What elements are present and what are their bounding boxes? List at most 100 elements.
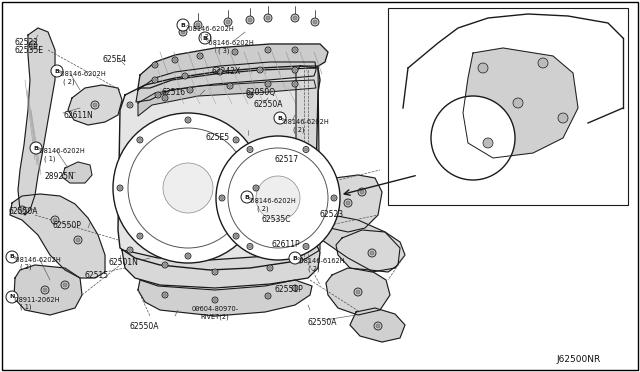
- Circle shape: [267, 265, 273, 271]
- Circle shape: [173, 58, 177, 61]
- Text: °08146-6202H: °08146-6202H: [280, 119, 329, 125]
- Circle shape: [74, 236, 82, 244]
- Circle shape: [113, 113, 263, 263]
- Text: 62523: 62523: [320, 210, 344, 219]
- Circle shape: [248, 18, 252, 22]
- Circle shape: [214, 298, 216, 301]
- Circle shape: [294, 83, 296, 86]
- Circle shape: [478, 63, 488, 73]
- Circle shape: [235, 235, 237, 238]
- Text: ( 1): ( 1): [44, 155, 56, 161]
- Circle shape: [216, 136, 340, 260]
- Polygon shape: [18, 28, 55, 215]
- Circle shape: [93, 103, 97, 107]
- Circle shape: [431, 96, 515, 180]
- Text: °08146-6202H: °08146-6202H: [185, 26, 234, 32]
- Bar: [388, 8, 628, 205]
- Text: 62535E: 62535E: [14, 46, 43, 55]
- Polygon shape: [138, 280, 312, 316]
- Text: °08146-6202H: °08146-6202H: [36, 148, 84, 154]
- Circle shape: [154, 64, 157, 67]
- Circle shape: [43, 288, 47, 292]
- Polygon shape: [68, 85, 122, 125]
- Polygon shape: [336, 230, 405, 272]
- Circle shape: [184, 74, 186, 77]
- Text: B: B: [10, 254, 15, 260]
- Circle shape: [162, 95, 168, 101]
- Circle shape: [163, 263, 166, 266]
- Circle shape: [185, 253, 191, 259]
- Circle shape: [189, 89, 191, 92]
- Circle shape: [256, 176, 300, 220]
- Text: 62242X: 62242X: [212, 67, 241, 76]
- Circle shape: [186, 254, 189, 257]
- Circle shape: [212, 269, 218, 275]
- Circle shape: [233, 233, 239, 239]
- Polygon shape: [326, 268, 390, 315]
- Circle shape: [360, 190, 364, 194]
- Text: 28925N: 28925N: [44, 172, 74, 181]
- Circle shape: [297, 257, 303, 263]
- Circle shape: [513, 98, 523, 108]
- Text: B: B: [244, 195, 250, 199]
- Polygon shape: [62, 162, 92, 183]
- Circle shape: [265, 81, 271, 87]
- Circle shape: [346, 201, 350, 205]
- Circle shape: [331, 195, 337, 201]
- Circle shape: [63, 283, 67, 287]
- Circle shape: [6, 251, 18, 263]
- Text: 62550A: 62550A: [253, 100, 282, 109]
- Circle shape: [137, 137, 143, 143]
- Text: ( 2): ( 2): [257, 205, 269, 212]
- Circle shape: [118, 186, 122, 189]
- Circle shape: [194, 21, 202, 29]
- Circle shape: [227, 83, 233, 89]
- Circle shape: [253, 185, 259, 191]
- Circle shape: [292, 47, 298, 53]
- Circle shape: [128, 128, 248, 248]
- Circle shape: [199, 32, 211, 44]
- Circle shape: [247, 92, 253, 98]
- Circle shape: [233, 137, 239, 143]
- Circle shape: [177, 19, 189, 31]
- Circle shape: [76, 238, 80, 242]
- Circle shape: [212, 297, 218, 303]
- Text: °08146-6202H: °08146-6202H: [247, 198, 296, 204]
- Circle shape: [219, 195, 225, 201]
- Text: 62517: 62517: [275, 155, 299, 164]
- Circle shape: [196, 23, 200, 27]
- Circle shape: [298, 259, 301, 262]
- Text: 62550P: 62550P: [52, 221, 81, 230]
- Text: ( 2): ( 2): [200, 33, 212, 39]
- Circle shape: [224, 18, 232, 26]
- Circle shape: [247, 244, 253, 250]
- Circle shape: [303, 147, 309, 153]
- Text: 62550A: 62550A: [308, 318, 337, 327]
- Circle shape: [163, 294, 166, 296]
- Text: J62500NR: J62500NR: [556, 355, 600, 364]
- Text: °08146-6202H: °08146-6202H: [205, 40, 253, 46]
- Polygon shape: [350, 308, 405, 342]
- Circle shape: [266, 295, 269, 298]
- Circle shape: [374, 322, 382, 330]
- Circle shape: [163, 96, 166, 99]
- Circle shape: [344, 199, 352, 207]
- Circle shape: [129, 103, 131, 106]
- Circle shape: [354, 288, 362, 296]
- Polygon shape: [122, 244, 320, 288]
- Circle shape: [289, 252, 301, 264]
- Circle shape: [61, 281, 69, 289]
- Circle shape: [217, 69, 223, 75]
- Text: RIVET(2): RIVET(2): [200, 313, 228, 320]
- Text: 62535C: 62535C: [262, 215, 291, 224]
- Polygon shape: [138, 44, 328, 88]
- Text: 62551P: 62551P: [275, 285, 304, 294]
- Circle shape: [51, 65, 63, 77]
- Circle shape: [186, 119, 189, 122]
- Text: ´08911-2062H: ´08911-2062H: [12, 297, 61, 303]
- Text: N: N: [10, 295, 15, 299]
- Circle shape: [266, 48, 269, 51]
- Text: 62611N: 62611N: [63, 111, 93, 120]
- Circle shape: [370, 251, 374, 255]
- Circle shape: [264, 14, 272, 22]
